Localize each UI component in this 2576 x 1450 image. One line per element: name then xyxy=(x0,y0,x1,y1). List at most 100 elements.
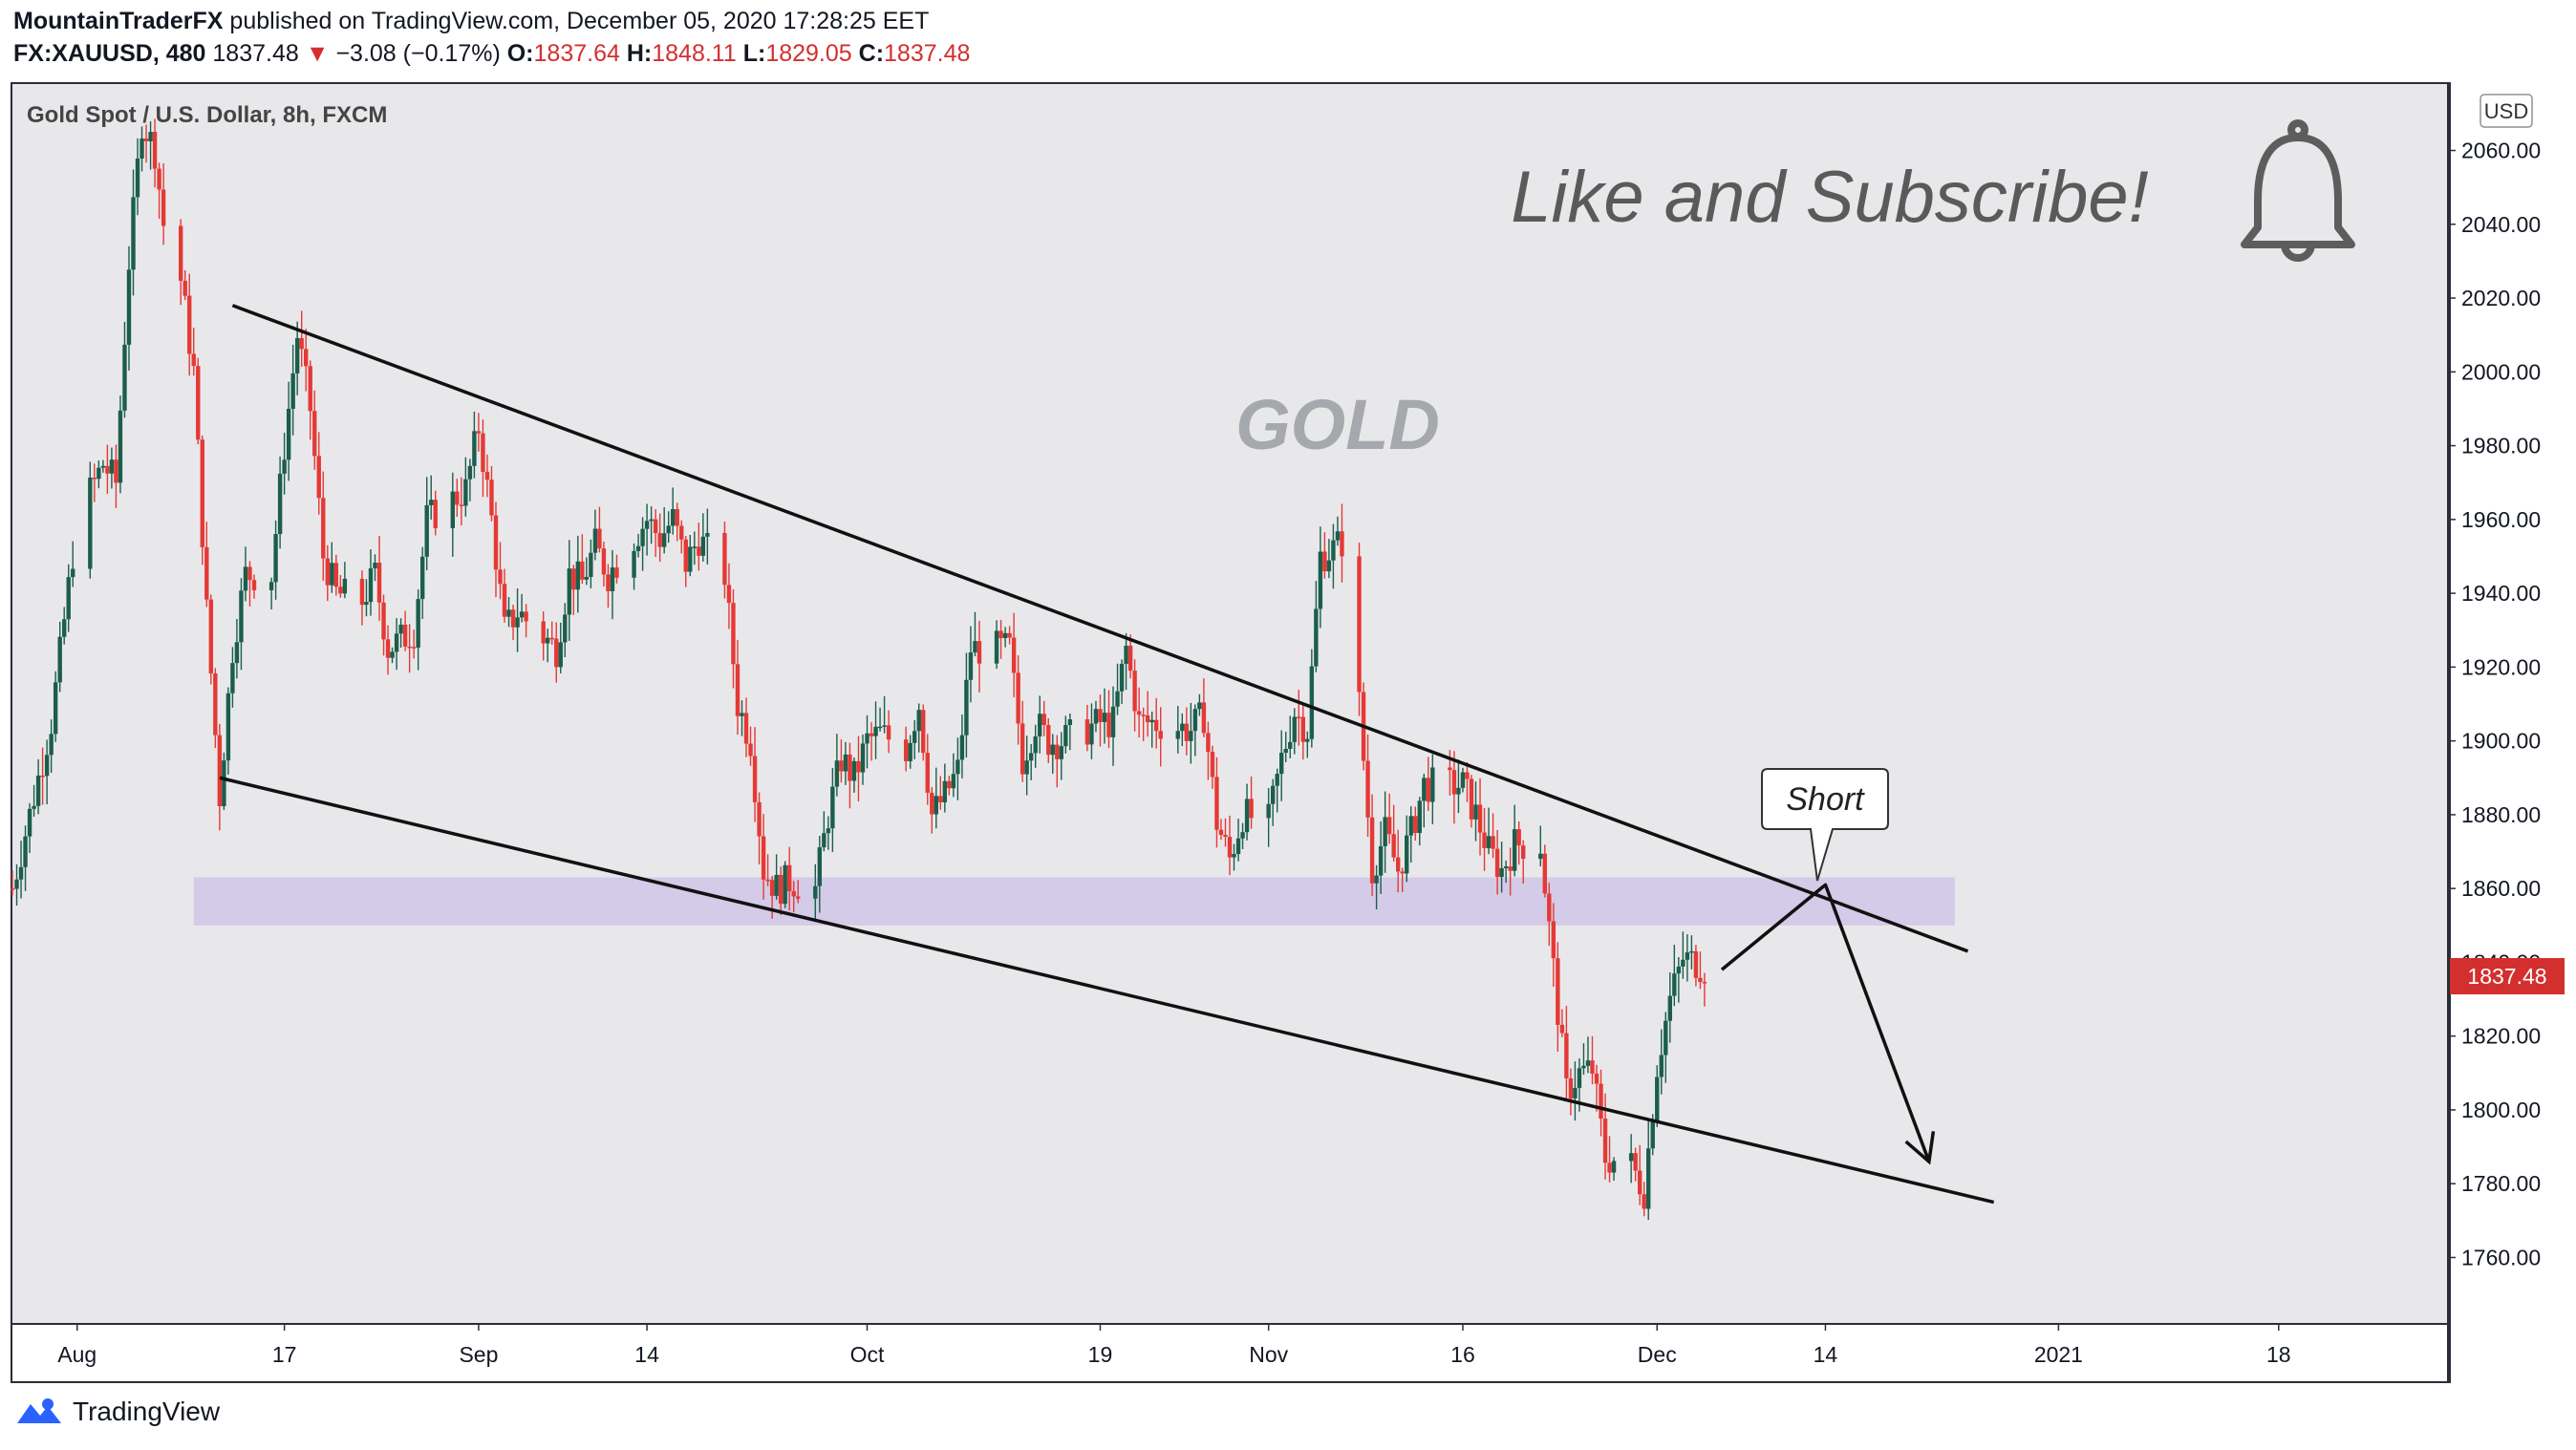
candle-body xyxy=(213,673,218,736)
candle-body xyxy=(830,786,835,829)
candle-body xyxy=(1127,645,1133,672)
candle-body xyxy=(1655,1077,1660,1122)
candle-body xyxy=(1564,1033,1569,1078)
candle-body xyxy=(877,726,883,729)
candle-body xyxy=(873,726,878,736)
candle-body xyxy=(1206,733,1211,753)
candle-body xyxy=(1180,723,1185,732)
y-tick-label: 1960.00 xyxy=(2461,507,2541,532)
candle-body xyxy=(1249,799,1254,819)
candle-body xyxy=(191,353,196,367)
projection-path[interactable] xyxy=(1720,883,1931,1162)
candle-body xyxy=(1426,778,1431,802)
candle-body xyxy=(1227,837,1233,858)
candle-body xyxy=(135,159,140,198)
candle-body xyxy=(541,621,546,644)
candle-body xyxy=(1702,981,1707,984)
candle-body xyxy=(1577,1068,1582,1088)
plot-panel[interactable] xyxy=(12,84,2447,1324)
candle-body xyxy=(661,533,667,547)
candle-body xyxy=(411,647,417,649)
candle-body xyxy=(761,836,766,880)
close-label: C: xyxy=(858,40,885,67)
candle-body xyxy=(282,459,287,474)
candle-body xyxy=(1374,875,1379,884)
candle-body xyxy=(148,132,153,141)
candle-body xyxy=(998,630,1003,639)
last-price-text: 1837.48 xyxy=(2467,964,2546,989)
candle-body xyxy=(1184,723,1190,741)
x-tick-label: 16 xyxy=(1450,1342,1475,1367)
candle-body xyxy=(1516,829,1521,846)
candle-body xyxy=(1628,1153,1634,1162)
candle-body xyxy=(977,641,982,664)
candle-body xyxy=(1158,731,1163,739)
candle-body xyxy=(1378,845,1384,876)
candle-body xyxy=(1028,753,1034,761)
candle-body xyxy=(683,539,688,572)
high-label: H: xyxy=(626,40,653,67)
candle-body xyxy=(398,624,403,634)
candle-body xyxy=(964,679,969,736)
candle-body xyxy=(671,509,676,526)
author-name[interactable]: MountainTraderFX xyxy=(13,8,224,34)
candle-body xyxy=(342,578,348,594)
candle-body xyxy=(14,879,19,889)
candle-body xyxy=(908,742,912,761)
candle-body xyxy=(49,734,54,756)
candle-body xyxy=(597,528,602,549)
candle-body xyxy=(1175,731,1180,739)
candle-body xyxy=(796,896,801,899)
candle-body xyxy=(1611,1161,1617,1173)
candle-body xyxy=(294,337,300,373)
candle-body xyxy=(243,566,248,591)
candle-body xyxy=(865,733,869,744)
x-tick-label: 14 xyxy=(634,1342,659,1367)
candle-body xyxy=(27,808,32,837)
candle-body xyxy=(554,638,559,668)
candle-body xyxy=(376,563,382,603)
y-tick-label: 2000.00 xyxy=(2461,359,2541,384)
price-chart[interactable]: Gold Spot / U.S. Dollar, 8h, FXCM GOLD L… xyxy=(0,0,2576,1395)
candle-body xyxy=(493,515,499,570)
candle-body xyxy=(321,498,326,559)
low-value: 1829.05 xyxy=(765,40,852,67)
candle-body xyxy=(62,619,67,637)
candle-body xyxy=(476,431,482,434)
candle-body xyxy=(1189,731,1193,741)
candle-body xyxy=(251,580,257,590)
candle-body xyxy=(882,725,887,727)
candle-body xyxy=(1136,711,1142,715)
candle-body xyxy=(1456,787,1461,795)
lower-trendline[interactable] xyxy=(219,776,1995,1205)
candle-body xyxy=(1599,1083,1603,1119)
candle-body xyxy=(204,546,209,600)
candle-body xyxy=(182,280,187,296)
candle-body xyxy=(122,344,127,411)
candle-body xyxy=(1210,752,1215,778)
candle-body xyxy=(157,168,161,190)
candle-body xyxy=(1244,799,1250,833)
candle-body xyxy=(959,735,965,760)
currency-badge[interactable]: USD xyxy=(2479,94,2533,128)
candle-body xyxy=(921,710,926,754)
candle-body xyxy=(848,754,852,781)
candle-body xyxy=(308,366,312,412)
candle-body xyxy=(589,552,593,577)
watermark-text: GOLD xyxy=(1235,385,1440,464)
candle-body xyxy=(930,792,934,815)
y-tick-label: 2060.00 xyxy=(2461,139,2541,163)
candle-body xyxy=(947,780,952,789)
tradingview-footer[interactable]: TradingView xyxy=(15,1397,220,1427)
candle-body xyxy=(951,774,956,789)
candle-body xyxy=(88,478,93,569)
candle-body xyxy=(1305,738,1310,742)
upper-trendline[interactable] xyxy=(231,304,1969,953)
candle-body xyxy=(675,509,679,526)
candle-body xyxy=(580,561,585,580)
candle-body xyxy=(869,733,874,736)
candle-body xyxy=(1011,637,1017,673)
candle-body xyxy=(1067,719,1073,726)
candle-body xyxy=(161,189,166,226)
candle-body xyxy=(381,602,386,640)
